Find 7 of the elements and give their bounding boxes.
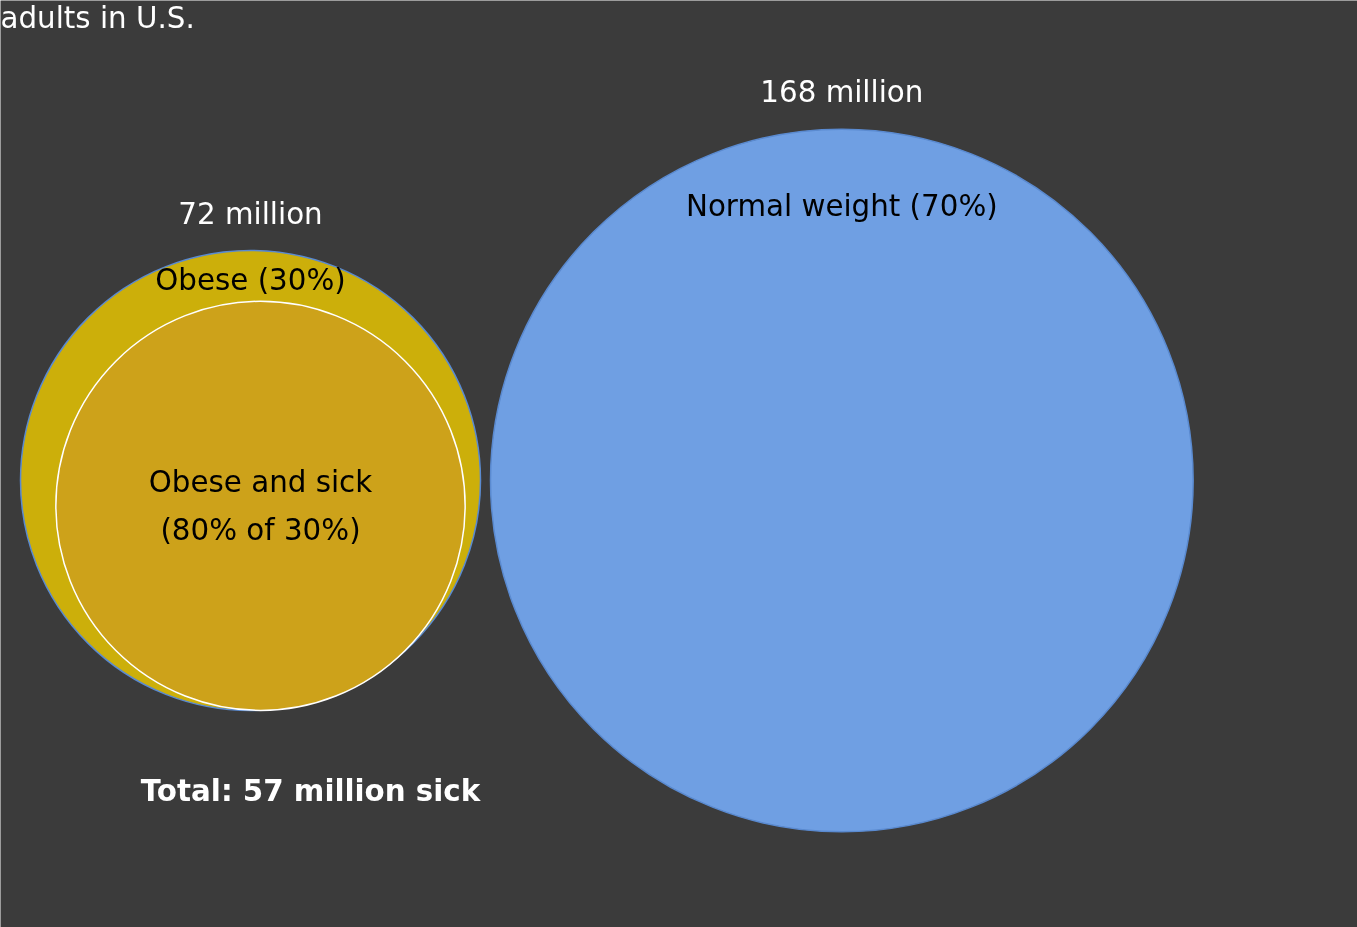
data-label: Total: 57 million sick bbox=[140, 773, 482, 808]
text: adults in U.S. bbox=[0, 0, 195, 35]
category-label: Normal weight (70%) bbox=[685, 189, 998, 224]
category-label: Obese and sick (80% of 30%) bbox=[148, 465, 373, 547]
data-label: 168 million bbox=[760, 75, 924, 110]
category-label: Obese (30%) bbox=[155, 262, 346, 297]
data-label: 72 million bbox=[178, 196, 323, 231]
